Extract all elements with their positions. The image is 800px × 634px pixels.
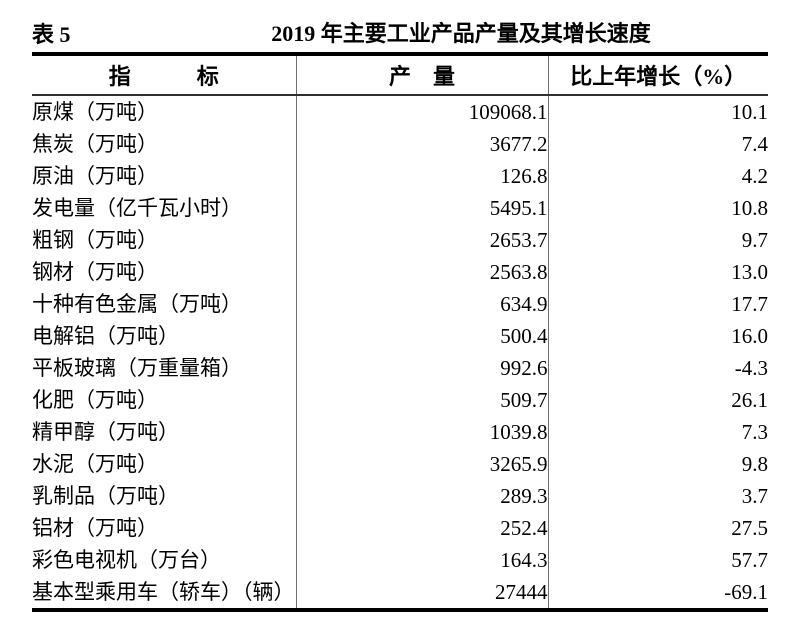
cell-output: 2563.8 <box>295 256 548 288</box>
cell-growth: 4.2 <box>547 160 768 192</box>
cell-growth: 10.1 <box>547 95 768 128</box>
cell-growth: 7.4 <box>547 128 768 160</box>
cell-indicator: 发电量（亿千瓦小时） <box>32 196 242 220</box>
cell-growth: 17.7 <box>547 288 768 320</box>
table-row: 钢材（万吨） 2563.8 13.0 <box>32 256 768 288</box>
cell-indicator: 平板玻璃（万重量箱） <box>32 356 242 380</box>
table-row: 发电量（亿千瓦小时） 5495.1 10.8 <box>32 192 768 224</box>
table-row: 电解铝（万吨） 500.4 16.0 <box>32 320 768 352</box>
cell-growth: 7.3 <box>547 416 768 448</box>
cell-indicator: 精甲醇（万吨） <box>32 420 179 444</box>
table-row: 原煤（万吨） 109068.1 10.1 <box>32 95 768 128</box>
cell-output: 3265.9 <box>295 448 548 480</box>
cell-output: 252.4 <box>295 512 548 544</box>
cell-indicator: 基本型乘用车（轿车）（辆） <box>32 580 295 604</box>
cell-growth: 9.8 <box>547 448 768 480</box>
cell-output: 509.7 <box>295 384 548 416</box>
table-body: 原煤（万吨） 109068.1 10.1 焦炭（万吨） 3677.2 7.4 原油（万吨） 1… <box>32 95 768 610</box>
header-row: 指 标 产 量 比上年增长（%） <box>32 54 768 96</box>
table-row: 原油（万吨） 126.8 4.2 <box>32 160 768 192</box>
table-row: 彩色电视机（万台） 164.3 57.7 <box>32 544 768 576</box>
cell-output: 500.4 <box>295 320 548 352</box>
col-header-growth: 比上年增长（%） <box>547 54 768 96</box>
industrial-output-table: 指 标 产 量 比上年增长（%） 原煤（万吨） 109068.1 10.1 焦炭（万吨… <box>32 52 768 612</box>
col-header-indicator: 指 标 <box>32 54 296 96</box>
cell-growth: 27.5 <box>547 512 768 544</box>
cell-indicator: 水泥（万吨） <box>32 452 158 476</box>
cell-growth: 26.1 <box>547 384 768 416</box>
cell-output: 1039.8 <box>295 416 548 448</box>
cell-indicator: 焦炭（万吨） <box>32 132 158 156</box>
cell-growth: 10.8 <box>547 192 768 224</box>
cell-output: 3677.2 <box>295 128 548 160</box>
cell-indicator: 钢材（万吨） <box>32 260 158 284</box>
table-row: 基本型乘用车（轿车）（辆） 27444 -69.1 <box>32 576 768 610</box>
col-header-output: 产 量 <box>295 54 548 96</box>
table-row: 水泥（万吨） 3265.9 9.8 <box>32 448 768 480</box>
cell-output: 27444 <box>295 576 548 610</box>
cell-output: 992.6 <box>295 352 548 384</box>
cell-indicator: 化肥（万吨） <box>32 388 158 412</box>
cell-growth: -4.3 <box>547 352 768 384</box>
cell-indicator: 粗钢（万吨） <box>32 228 158 252</box>
table-row: 十种有色金属（万吨） 634.9 17.7 <box>32 288 768 320</box>
cell-growth: 9.7 <box>547 224 768 256</box>
cell-output: 126.8 <box>295 160 548 192</box>
cell-indicator: 原煤（万吨） <box>32 100 158 124</box>
cell-indicator: 乳制品（万吨） <box>32 484 179 508</box>
table-header: 指 标 产 量 比上年增长（%） <box>32 54 768 96</box>
cell-growth: -69.1 <box>547 576 768 610</box>
cell-output: 289.3 <box>295 480 548 512</box>
cell-indicator: 铝材（万吨） <box>32 516 158 540</box>
table-row: 焦炭（万吨） 3677.2 7.4 <box>32 128 768 160</box>
cell-output: 164.3 <box>295 544 548 576</box>
cell-output: 634.9 <box>295 288 548 320</box>
cell-output: 109068.1 <box>295 95 548 128</box>
cell-growth: 57.7 <box>547 544 768 576</box>
cell-indicator: 十种有色金属（万吨） <box>32 292 242 316</box>
table-row: 粗钢（万吨） 2653.7 9.7 <box>32 224 768 256</box>
cell-growth: 16.0 <box>547 320 768 352</box>
cell-output: 5495.1 <box>295 192 548 224</box>
table-row: 乳制品（万吨） 289.3 3.7 <box>32 480 768 512</box>
table-row: 化肥（万吨） 509.7 26.1 <box>32 384 768 416</box>
table-number-label: 表 5 <box>32 22 71 47</box>
table-row: 铝材（万吨） 252.4 27.5 <box>32 512 768 544</box>
cell-indicator: 电解铝（万吨） <box>32 324 179 348</box>
cell-indicator: 彩色电视机（万台） <box>32 548 221 572</box>
cell-growth: 13.0 <box>547 256 768 288</box>
table-row: 精甲醇（万吨） 1039.8 7.3 <box>32 416 768 448</box>
cell-growth: 3.7 <box>547 480 768 512</box>
cell-indicator: 原油（万吨） <box>32 164 158 188</box>
page-title: 2019 年主要工业产品产量及其增长速度 <box>271 21 651 46</box>
cell-output: 2653.7 <box>295 224 548 256</box>
table-row: 平板玻璃（万重量箱） 992.6 -4.3 <box>32 352 768 384</box>
